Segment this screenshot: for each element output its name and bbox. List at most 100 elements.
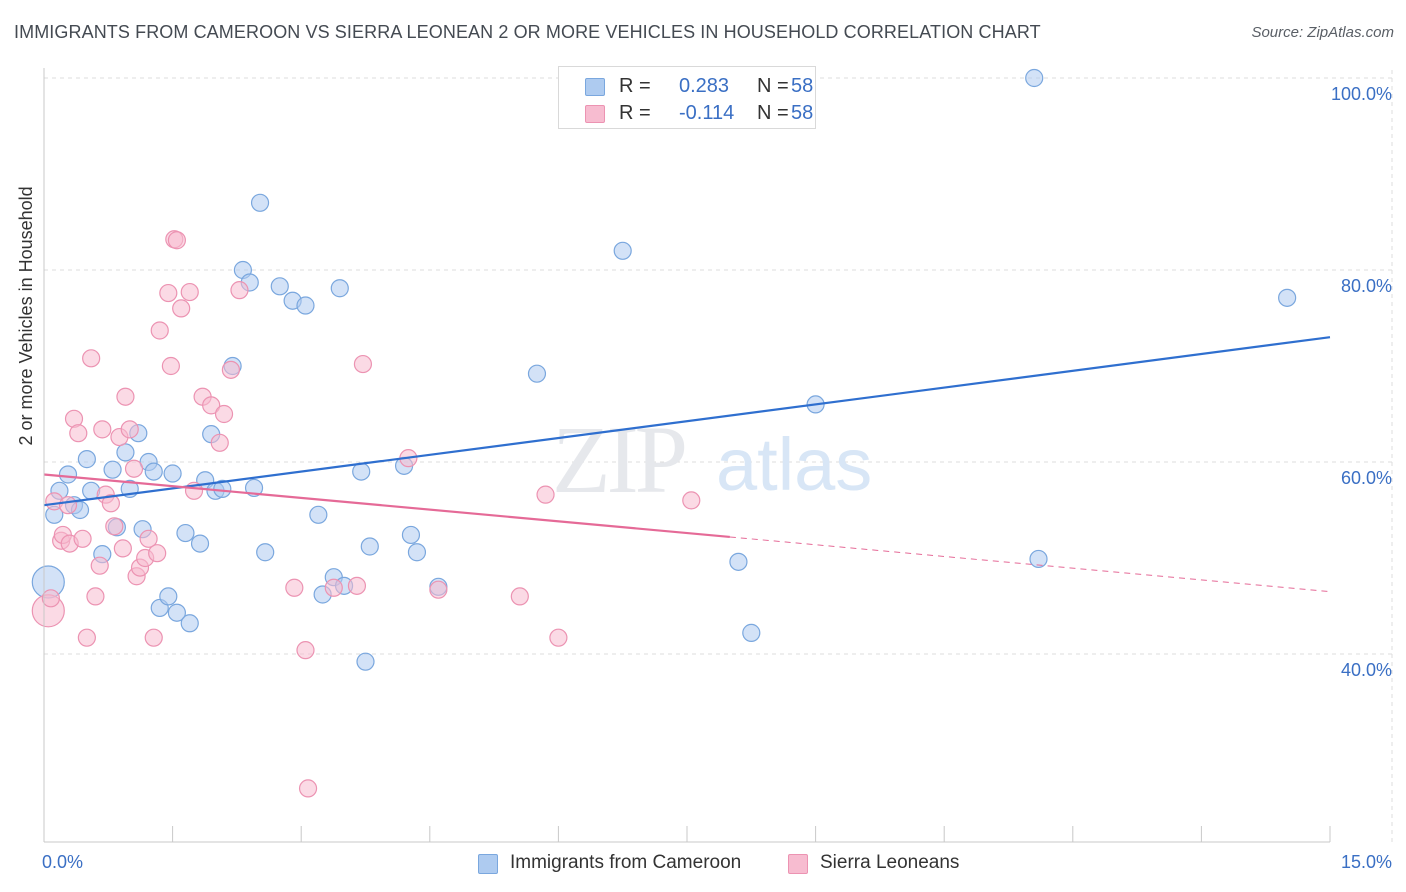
point-cameroon — [270, 277, 289, 296]
point-cameroon — [407, 543, 427, 562]
point-cameroon — [401, 525, 421, 545]
correlation-legend: R = 0.283 N = 58 R = -0.114 N = 58 — [558, 66, 816, 129]
point-cameroon — [144, 462, 163, 481]
point-cameroon — [356, 652, 375, 671]
point-sierra-leonean — [41, 589, 60, 608]
point-sierra-leonean — [139, 529, 158, 548]
legend-swatch-blue — [585, 78, 605, 96]
point-sierra-leonean — [298, 779, 318, 798]
point-cameroon — [1278, 288, 1297, 307]
trend-line-cameroon — [43, 336, 1331, 507]
x-tick-label: 0.0% — [42, 852, 84, 872]
legend-n-value: 58 — [791, 75, 814, 97]
point-sierra-leonean — [285, 578, 304, 597]
legend-n-label: N = — [757, 75, 789, 97]
legend-n-value: 58 — [791, 102, 814, 124]
point-cameroon — [159, 587, 178, 606]
point-cameroon — [613, 241, 632, 260]
y-tick-label: 100.0% — [1330, 84, 1392, 104]
point-cameroon — [352, 462, 371, 481]
point-cameroon — [77, 450, 96, 469]
point-sierra-leonean — [144, 628, 163, 647]
watermark-zip: ZIP — [552, 406, 685, 513]
legend-r-label: R = — [619, 75, 651, 97]
legend-n-label: N = — [757, 102, 789, 124]
point-sierra-leonean — [172, 299, 191, 318]
point-sierra-leonean — [167, 231, 186, 250]
trend-line-sierra-leonean — [43, 473, 730, 539]
point-sierra-leonean — [536, 485, 555, 504]
point-cameroon — [309, 505, 328, 524]
point-sierra-leonean — [347, 576, 367, 595]
point-cameroon — [116, 443, 135, 462]
point-sierra-leonean — [296, 641, 315, 660]
bottom-legend-swatch-pink — [788, 854, 808, 874]
point-sierra-leonean — [148, 544, 167, 563]
point-sierra-leonean — [116, 387, 135, 406]
point-sierra-leonean — [90, 556, 109, 575]
point-cameroon — [742, 623, 761, 642]
point-sierra-leonean — [682, 491, 701, 510]
grid-layer — [44, 70, 1393, 842]
point-sierra-leonean — [510, 587, 529, 606]
y-axis-label: 2 or more Vehicles in Household — [16, 186, 36, 446]
point-cameroon — [180, 614, 199, 633]
axis-layer — [43, 68, 1331, 843]
point-cameroon — [163, 464, 182, 483]
point-sierra-leonean — [124, 459, 144, 478]
point-sierra-leonean — [161, 356, 180, 376]
bottom-legend-swatch-blue — [478, 854, 498, 874]
point-cameroon — [1025, 68, 1044, 88]
point-cameroon — [527, 364, 547, 383]
point-cameroon — [296, 296, 315, 315]
bottom-legend-label-pink: Sierra Leoneans — [820, 852, 960, 873]
point-sierra-leonean — [73, 529, 92, 548]
points-layer — [31, 68, 1297, 798]
point-cameroon — [256, 543, 275, 562]
point-sierra-leonean — [105, 517, 124, 536]
point-sierra-leonean — [549, 628, 568, 647]
legend-swatch-pink — [585, 105, 605, 123]
source-label: Source: ZipAtlas.com — [1251, 24, 1394, 41]
point-sierra-leonean — [159, 283, 178, 303]
point-cameroon — [190, 534, 210, 553]
y-tick-label: 40.0% — [1340, 660, 1392, 680]
x-tick-label: 15.0% — [1340, 852, 1392, 872]
trend-line-sierra-leonean-extension — [729, 536, 1331, 593]
y-tick-label: 60.0% — [1340, 468, 1392, 488]
legend-r-label: R = — [619, 102, 651, 124]
watermark: ZIP atlas — [552, 406, 872, 513]
point-sierra-leonean — [82, 349, 101, 368]
y-tick-label: 80.0% — [1340, 276, 1392, 296]
trend-layer — [43, 336, 1331, 593]
point-sierra-leonean — [77, 628, 96, 647]
point-sierra-leonean — [353, 354, 373, 374]
point-cameroon — [1029, 549, 1048, 569]
point-sierra-leonean — [221, 360, 240, 379]
point-sierra-leonean — [202, 396, 221, 415]
point-sierra-leonean — [180, 282, 199, 302]
point-sierra-leonean — [429, 580, 448, 599]
point-sierra-leonean — [113, 539, 132, 558]
watermark-atlas: atlas — [716, 423, 872, 506]
point-sierra-leonean — [86, 587, 105, 606]
point-cameroon — [167, 603, 186, 622]
point-sierra-leonean — [101, 494, 120, 513]
point-sierra-leonean — [324, 578, 343, 597]
point-sierra-leonean — [58, 496, 78, 515]
point-cameroon — [729, 552, 748, 571]
point-cameroon — [360, 537, 379, 556]
point-sierra-leonean — [120, 420, 139, 439]
point-sierra-leonean — [69, 424, 88, 443]
point-cameroon — [176, 523, 195, 543]
point-cameroon — [103, 460, 122, 479]
point-cameroon — [330, 279, 349, 298]
point-sierra-leonean — [214, 404, 234, 424]
chart-title: IMMIGRANTS FROM CAMEROON VS SIERRA LEONE… — [14, 22, 1041, 42]
point-sierra-leonean — [230, 281, 249, 300]
bottom-legend-label-blue: Immigrants from Cameroon — [510, 852, 742, 873]
legend-r-value: -0.114 — [679, 102, 735, 124]
point-cameroon — [250, 193, 270, 212]
point-sierra-leonean — [150, 321, 169, 340]
